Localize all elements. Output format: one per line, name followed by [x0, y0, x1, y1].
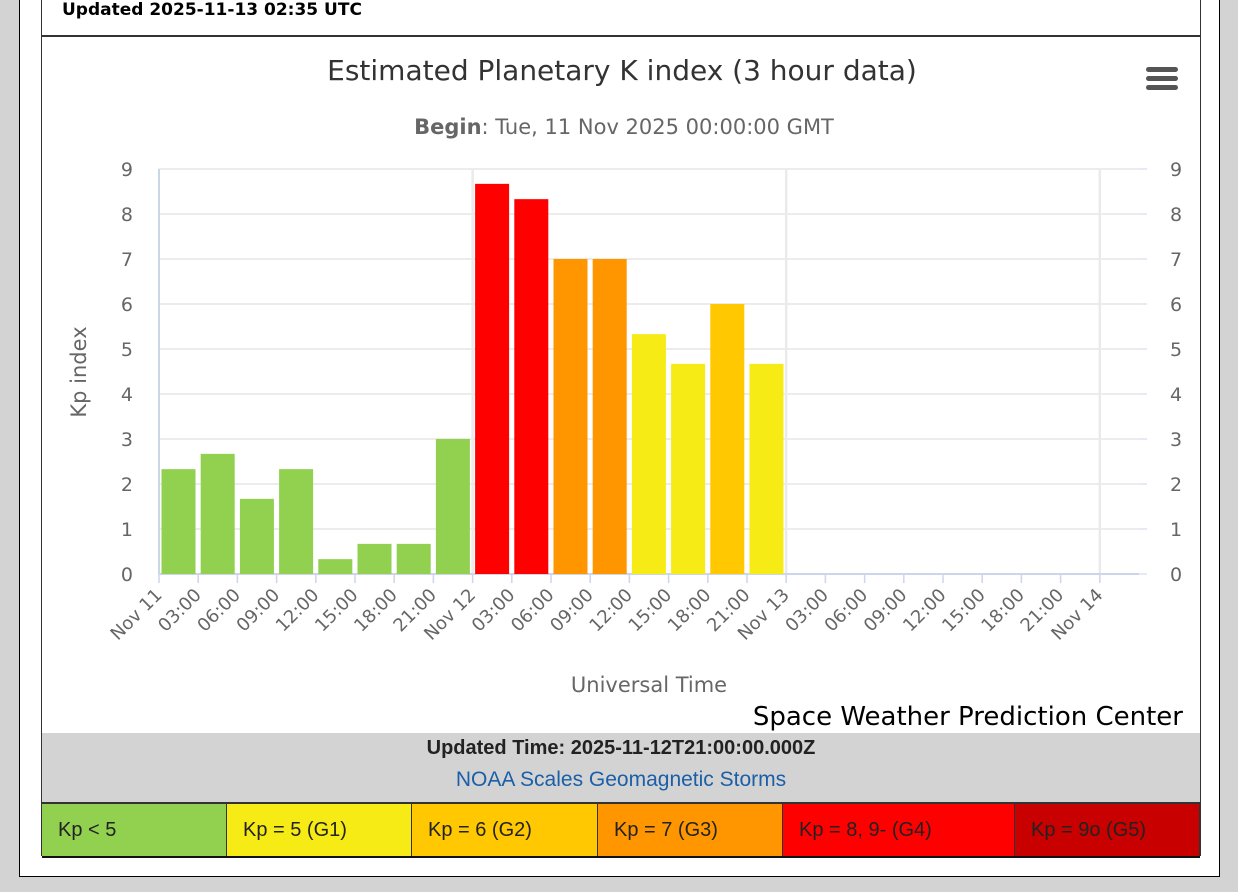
kp-bar [161, 469, 196, 574]
y-tick-label-right: 3 [1170, 429, 1182, 451]
y-tick-label: 6 [121, 294, 133, 316]
x-tick-label: 12:00 [272, 585, 324, 637]
kp-bar [553, 259, 588, 574]
x-tick-label: 03:00 [154, 585, 206, 637]
kp-chart: Estimated Planetary K index (3 hour data… [67, 54, 1183, 732]
x-tick-label: 15:00 [625, 585, 677, 637]
kp-bar [279, 469, 314, 574]
chart-title: Estimated Planetary K index (3 hour data… [327, 54, 917, 87]
kp-bar [631, 334, 666, 574]
credit-text: Space Weather Prediction Center [753, 702, 1183, 732]
updated-time: Updated Time: 2025-11-12T21:00:00.000Z [426, 737, 816, 759]
y-tick-label-right: 1 [1170, 519, 1182, 541]
y-tick-label-right: 2 [1170, 474, 1182, 496]
y-tick-label: 2 [121, 474, 133, 496]
y-tick-label: 3 [121, 429, 133, 451]
chart-container: Estimated Planetary K index (3 hour data… [41, 36, 1201, 858]
legend-item: Kp < 5 [42, 804, 227, 856]
x-tick-label: 03:00 [468, 585, 520, 637]
y-tick-label: 4 [121, 384, 133, 406]
x-tick-label: 03:00 [781, 585, 833, 637]
subtitle-value: : Tue, 11 Nov 2025 00:00:00 GMT [482, 115, 835, 139]
x-tick-label: 18:00 [350, 585, 402, 637]
legend-item: Kp = 8, 9- (G4) [783, 804, 1015, 856]
x-tick-label: 15:00 [311, 585, 363, 637]
kp-legend: Kp < 5 Kp = 5 (G1) Kp = 6 (G2) Kp = 7 (G3) K… [42, 802, 1200, 858]
page-updated: Updated 2025-11-13 02:35 UTC [62, 0, 362, 20]
kp-bar [514, 199, 549, 574]
subtitle-label: Begin [414, 115, 481, 139]
y-tick-label: 8 [121, 204, 133, 226]
chart-menu-icon[interactable] [1146, 67, 1178, 95]
legend-item: Kp = 5 (G1) [227, 804, 412, 856]
kp-bar [592, 259, 627, 574]
y-tick-label-right: 7 [1170, 249, 1182, 271]
kp-bar [318, 559, 353, 574]
x-tick-label: 12:00 [585, 585, 637, 637]
x-tick-label: 15:00 [938, 585, 990, 637]
y-tick-label: 0 [121, 564, 133, 586]
x-tick-label: 09:00 [233, 585, 285, 637]
kp-bar [475, 183, 510, 574]
legend-item: Kp = 7 (G3) [598, 804, 783, 856]
y-tick-label-right: 6 [1170, 294, 1182, 316]
y-tick-label: 1 [121, 519, 133, 541]
legend-item: Kp = 9o (G5) [1015, 804, 1200, 856]
x-tick-label: 09:00 [860, 585, 912, 637]
header-box: Updated 2025-11-13 02:35 UTC [41, 0, 1201, 36]
kp-bar [435, 439, 470, 574]
kp-bar [200, 453, 235, 574]
x-tick-label: 06:00 [507, 585, 559, 637]
y-tick-label-right: 8 [1170, 204, 1182, 226]
chart-subtitle: Begin: Tue, 11 Nov 2025 00:00:00 GMT [414, 115, 834, 139]
kp-bar [357, 543, 392, 574]
x-axis-title: Universal Time [571, 673, 727, 697]
update-panel: Updated Time: 2025-11-12T21:00:00.000Z N… [42, 733, 1200, 803]
kp-bar [671, 363, 706, 574]
kp-bar [239, 498, 274, 574]
y-axis-title: Kp index [67, 326, 91, 417]
y-tick-label-right: 5 [1170, 339, 1182, 361]
noaa-scales-link[interactable]: NOAA Scales Geomagnetic Storms [455, 768, 787, 791]
x-tick-label: 06:00 [821, 585, 873, 637]
kp-bar [710, 304, 745, 574]
kp-bar [396, 543, 431, 574]
kp-bar [749, 363, 784, 574]
x-tick-label: 09:00 [546, 585, 598, 637]
y-tick-label: 9 [121, 159, 133, 181]
y-tick-label-right: 0 [1170, 564, 1182, 586]
x-tick-label: 18:00 [977, 585, 1029, 637]
x-tick-label: Nov 11 [107, 585, 167, 645]
x-tick-label: 12:00 [899, 585, 951, 637]
y-tick-label: 5 [121, 339, 133, 361]
y-tick-label-right: 4 [1170, 384, 1182, 406]
x-tick-label: 06:00 [193, 585, 245, 637]
y-tick-label-right: 9 [1170, 159, 1182, 181]
y-tick-label: 7 [121, 249, 133, 271]
legend-item: Kp = 6 (G2) [412, 804, 598, 856]
x-tick-label: 18:00 [664, 585, 716, 637]
